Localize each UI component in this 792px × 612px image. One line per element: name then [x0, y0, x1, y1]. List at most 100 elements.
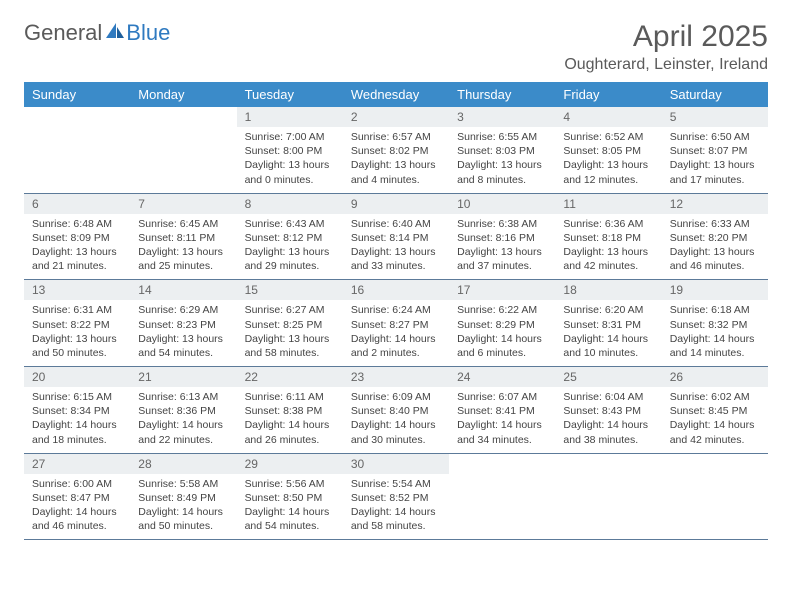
- day-number: 18: [555, 280, 661, 300]
- sunrise-line: Sunrise: 6:09 AM: [351, 390, 441, 404]
- day-number: 24: [449, 367, 555, 387]
- day-number: 5: [662, 107, 768, 127]
- calendar-cell: ..: [449, 454, 555, 541]
- calendar-cell: 8Sunrise: 6:43 AMSunset: 8:12 PMDaylight…: [237, 194, 343, 281]
- daylight-line: Daylight: 13 hours and 29 minutes.: [245, 245, 335, 273]
- day-number: 30: [343, 454, 449, 474]
- day-body: Sunrise: 5:54 AMSunset: 8:52 PMDaylight:…: [343, 474, 449, 540]
- sunset-line: Sunset: 8:20 PM: [670, 231, 760, 245]
- dow-monday: Monday: [130, 82, 236, 107]
- daylight-line: Daylight: 14 hours and 38 minutes.: [563, 418, 653, 446]
- day-number: 22: [237, 367, 343, 387]
- dow-row: Sunday Monday Tuesday Wednesday Thursday…: [24, 82, 768, 107]
- day-body: Sunrise: 6:57 AMSunset: 8:02 PMDaylight:…: [343, 127, 449, 193]
- sunset-line: Sunset: 8:05 PM: [563, 144, 653, 158]
- sunrise-line: Sunrise: 6:33 AM: [670, 217, 760, 231]
- header: General Blue April 2025 Oughterard, Lein…: [24, 20, 768, 74]
- sunrise-line: Sunrise: 7:00 AM: [245, 130, 335, 144]
- daylight-line: Daylight: 13 hours and 58 minutes.: [245, 332, 335, 360]
- sunrise-line: Sunrise: 6:48 AM: [32, 217, 122, 231]
- dow-thursday: Thursday: [449, 82, 555, 107]
- sunrise-line: Sunrise: 6:02 AM: [670, 390, 760, 404]
- day-body: Sunrise: 6:31 AMSunset: 8:22 PMDaylight:…: [24, 300, 130, 366]
- calendar-cell: 15Sunrise: 6:27 AMSunset: 8:25 PMDayligh…: [237, 280, 343, 367]
- day-body: Sunrise: 6:15 AMSunset: 8:34 PMDaylight:…: [24, 387, 130, 453]
- calendar-cell: 29Sunrise: 5:56 AMSunset: 8:50 PMDayligh…: [237, 454, 343, 541]
- month-title: April 2025: [564, 20, 768, 54]
- day-body: Sunrise: 6:33 AMSunset: 8:20 PMDaylight:…: [662, 214, 768, 280]
- sunrise-line: Sunrise: 6:20 AM: [563, 303, 653, 317]
- day-number: 1: [237, 107, 343, 127]
- dow-tuesday: Tuesday: [237, 82, 343, 107]
- calendar-cell: 30Sunrise: 5:54 AMSunset: 8:52 PMDayligh…: [343, 454, 449, 541]
- sunrise-line: Sunrise: 6:38 AM: [457, 217, 547, 231]
- day-body: Sunrise: 6:11 AMSunset: 8:38 PMDaylight:…: [237, 387, 343, 453]
- calendar-cell: ..: [555, 454, 661, 541]
- sunset-line: Sunset: 8:11 PM: [138, 231, 228, 245]
- sunset-line: Sunset: 8:49 PM: [138, 491, 228, 505]
- sunrise-line: Sunrise: 6:31 AM: [32, 303, 122, 317]
- calendar-cell: 25Sunrise: 6:04 AMSunset: 8:43 PMDayligh…: [555, 367, 661, 454]
- daylight-line: Daylight: 14 hours and 42 minutes.: [670, 418, 760, 446]
- daylight-line: Daylight: 14 hours and 34 minutes.: [457, 418, 547, 446]
- day-number: 9: [343, 194, 449, 214]
- day-number: 11: [555, 194, 661, 214]
- daylight-line: Daylight: 13 hours and 17 minutes.: [670, 158, 760, 186]
- daylight-line: Daylight: 14 hours and 18 minutes.: [32, 418, 122, 446]
- day-body: Sunrise: 6:50 AMSunset: 8:07 PMDaylight:…: [662, 127, 768, 193]
- calendar-row: 6Sunrise: 6:48 AMSunset: 8:09 PMDaylight…: [24, 194, 768, 281]
- calendar-cell: 10Sunrise: 6:38 AMSunset: 8:16 PMDayligh…: [449, 194, 555, 281]
- day-number: 25: [555, 367, 661, 387]
- sunset-line: Sunset: 8:38 PM: [245, 404, 335, 418]
- calendar-row: 20Sunrise: 6:15 AMSunset: 8:34 PMDayligh…: [24, 367, 768, 454]
- day-number: 7: [130, 194, 236, 214]
- day-number: 28: [130, 454, 236, 474]
- sunset-line: Sunset: 8:50 PM: [245, 491, 335, 505]
- day-number: 19: [662, 280, 768, 300]
- day-body: Sunrise: 6:40 AMSunset: 8:14 PMDaylight:…: [343, 214, 449, 280]
- day-number: 16: [343, 280, 449, 300]
- calendar-table: Sunday Monday Tuesday Wednesday Thursday…: [24, 82, 768, 540]
- daylight-line: Daylight: 14 hours and 26 minutes.: [245, 418, 335, 446]
- sunset-line: Sunset: 8:12 PM: [245, 231, 335, 245]
- calendar-cell: 28Sunrise: 5:58 AMSunset: 8:49 PMDayligh…: [130, 454, 236, 541]
- daylight-line: Daylight: 13 hours and 33 minutes.: [351, 245, 441, 273]
- sunset-line: Sunset: 8:47 PM: [32, 491, 122, 505]
- calendar-cell: 9Sunrise: 6:40 AMSunset: 8:14 PMDaylight…: [343, 194, 449, 281]
- daylight-line: Daylight: 13 hours and 21 minutes.: [32, 245, 122, 273]
- day-body: Sunrise: 6:04 AMSunset: 8:43 PMDaylight:…: [555, 387, 661, 453]
- sunrise-line: Sunrise: 6:36 AM: [563, 217, 653, 231]
- day-body: Sunrise: 5:58 AMSunset: 8:49 PMDaylight:…: [130, 474, 236, 540]
- sunrise-line: Sunrise: 6:11 AM: [245, 390, 335, 404]
- sunrise-line: Sunrise: 6:40 AM: [351, 217, 441, 231]
- sunset-line: Sunset: 8:00 PM: [245, 144, 335, 158]
- daylight-line: Daylight: 14 hours and 14 minutes.: [670, 332, 760, 360]
- day-number: 12: [662, 194, 768, 214]
- calendar-cell: 4Sunrise: 6:52 AMSunset: 8:05 PMDaylight…: [555, 107, 661, 194]
- brand-logo: General Blue: [24, 20, 170, 46]
- sunrise-line: Sunrise: 5:54 AM: [351, 477, 441, 491]
- day-body: Sunrise: 6:22 AMSunset: 8:29 PMDaylight:…: [449, 300, 555, 366]
- calendar-cell: 23Sunrise: 6:09 AMSunset: 8:40 PMDayligh…: [343, 367, 449, 454]
- day-body: Sunrise: 6:43 AMSunset: 8:12 PMDaylight:…: [237, 214, 343, 280]
- sunset-line: Sunset: 8:45 PM: [670, 404, 760, 418]
- day-number: 2: [343, 107, 449, 127]
- daylight-line: Daylight: 14 hours and 10 minutes.: [563, 332, 653, 360]
- sunrise-line: Sunrise: 6:04 AM: [563, 390, 653, 404]
- daylight-line: Daylight: 13 hours and 50 minutes.: [32, 332, 122, 360]
- daylight-line: Daylight: 13 hours and 37 minutes.: [457, 245, 547, 273]
- calendar-cell: 12Sunrise: 6:33 AMSunset: 8:20 PMDayligh…: [662, 194, 768, 281]
- day-number: 3: [449, 107, 555, 127]
- calendar-row: 13Sunrise: 6:31 AMSunset: 8:22 PMDayligh…: [24, 280, 768, 367]
- sunrise-line: Sunrise: 6:15 AM: [32, 390, 122, 404]
- sunset-line: Sunset: 8:03 PM: [457, 144, 547, 158]
- day-body: Sunrise: 6:02 AMSunset: 8:45 PMDaylight:…: [662, 387, 768, 453]
- calendar-row: 27Sunrise: 6:00 AMSunset: 8:47 PMDayligh…: [24, 454, 768, 541]
- calendar-cell: 16Sunrise: 6:24 AMSunset: 8:27 PMDayligh…: [343, 280, 449, 367]
- day-body: Sunrise: 6:29 AMSunset: 8:23 PMDaylight:…: [130, 300, 236, 366]
- day-body: Sunrise: 6:55 AMSunset: 8:03 PMDaylight:…: [449, 127, 555, 193]
- daylight-line: Daylight: 14 hours and 50 minutes.: [138, 505, 228, 533]
- sunset-line: Sunset: 8:14 PM: [351, 231, 441, 245]
- sunset-line: Sunset: 8:02 PM: [351, 144, 441, 158]
- sunrise-line: Sunrise: 6:50 AM: [670, 130, 760, 144]
